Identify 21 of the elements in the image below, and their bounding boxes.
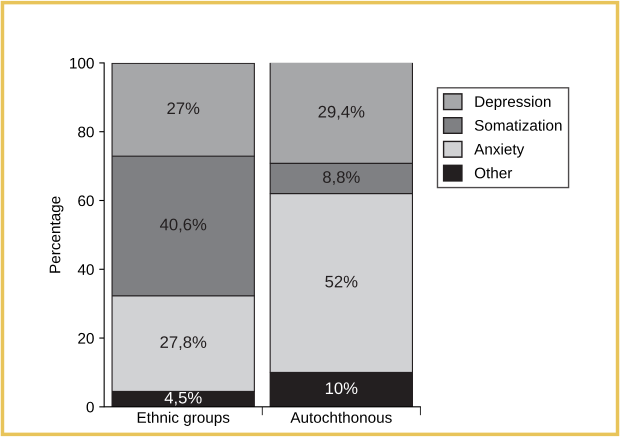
y-tick-label: 60 xyxy=(78,195,94,206)
y-axis-title: Percentage xyxy=(50,196,64,273)
data-label: 8,8% xyxy=(323,171,360,185)
data-label: 10% xyxy=(326,382,358,394)
x-tick-label: Ethnic groups xyxy=(138,412,230,426)
legend-label: Somatization xyxy=(474,120,562,131)
data-label: 29,4% xyxy=(318,106,364,120)
y-tick-label: 40 xyxy=(78,264,94,275)
legend-label: Depression xyxy=(475,96,550,110)
data-label: 4,5% xyxy=(164,392,202,406)
data-label: 52% xyxy=(325,276,358,288)
y-tick-label: 80 xyxy=(78,126,94,138)
data-label: 40,6% xyxy=(160,218,206,232)
y-tick-label: 20 xyxy=(78,332,94,344)
y-tick-label: 0 xyxy=(86,402,94,413)
data-label: 27,8% xyxy=(160,336,206,350)
legend-label: Anxiety xyxy=(474,143,524,158)
data-label: 27% xyxy=(167,102,200,114)
y-tick-label: 100 xyxy=(70,58,94,69)
legend-label: Other xyxy=(474,167,512,178)
x-tick-label: Autochthonous xyxy=(290,412,392,423)
